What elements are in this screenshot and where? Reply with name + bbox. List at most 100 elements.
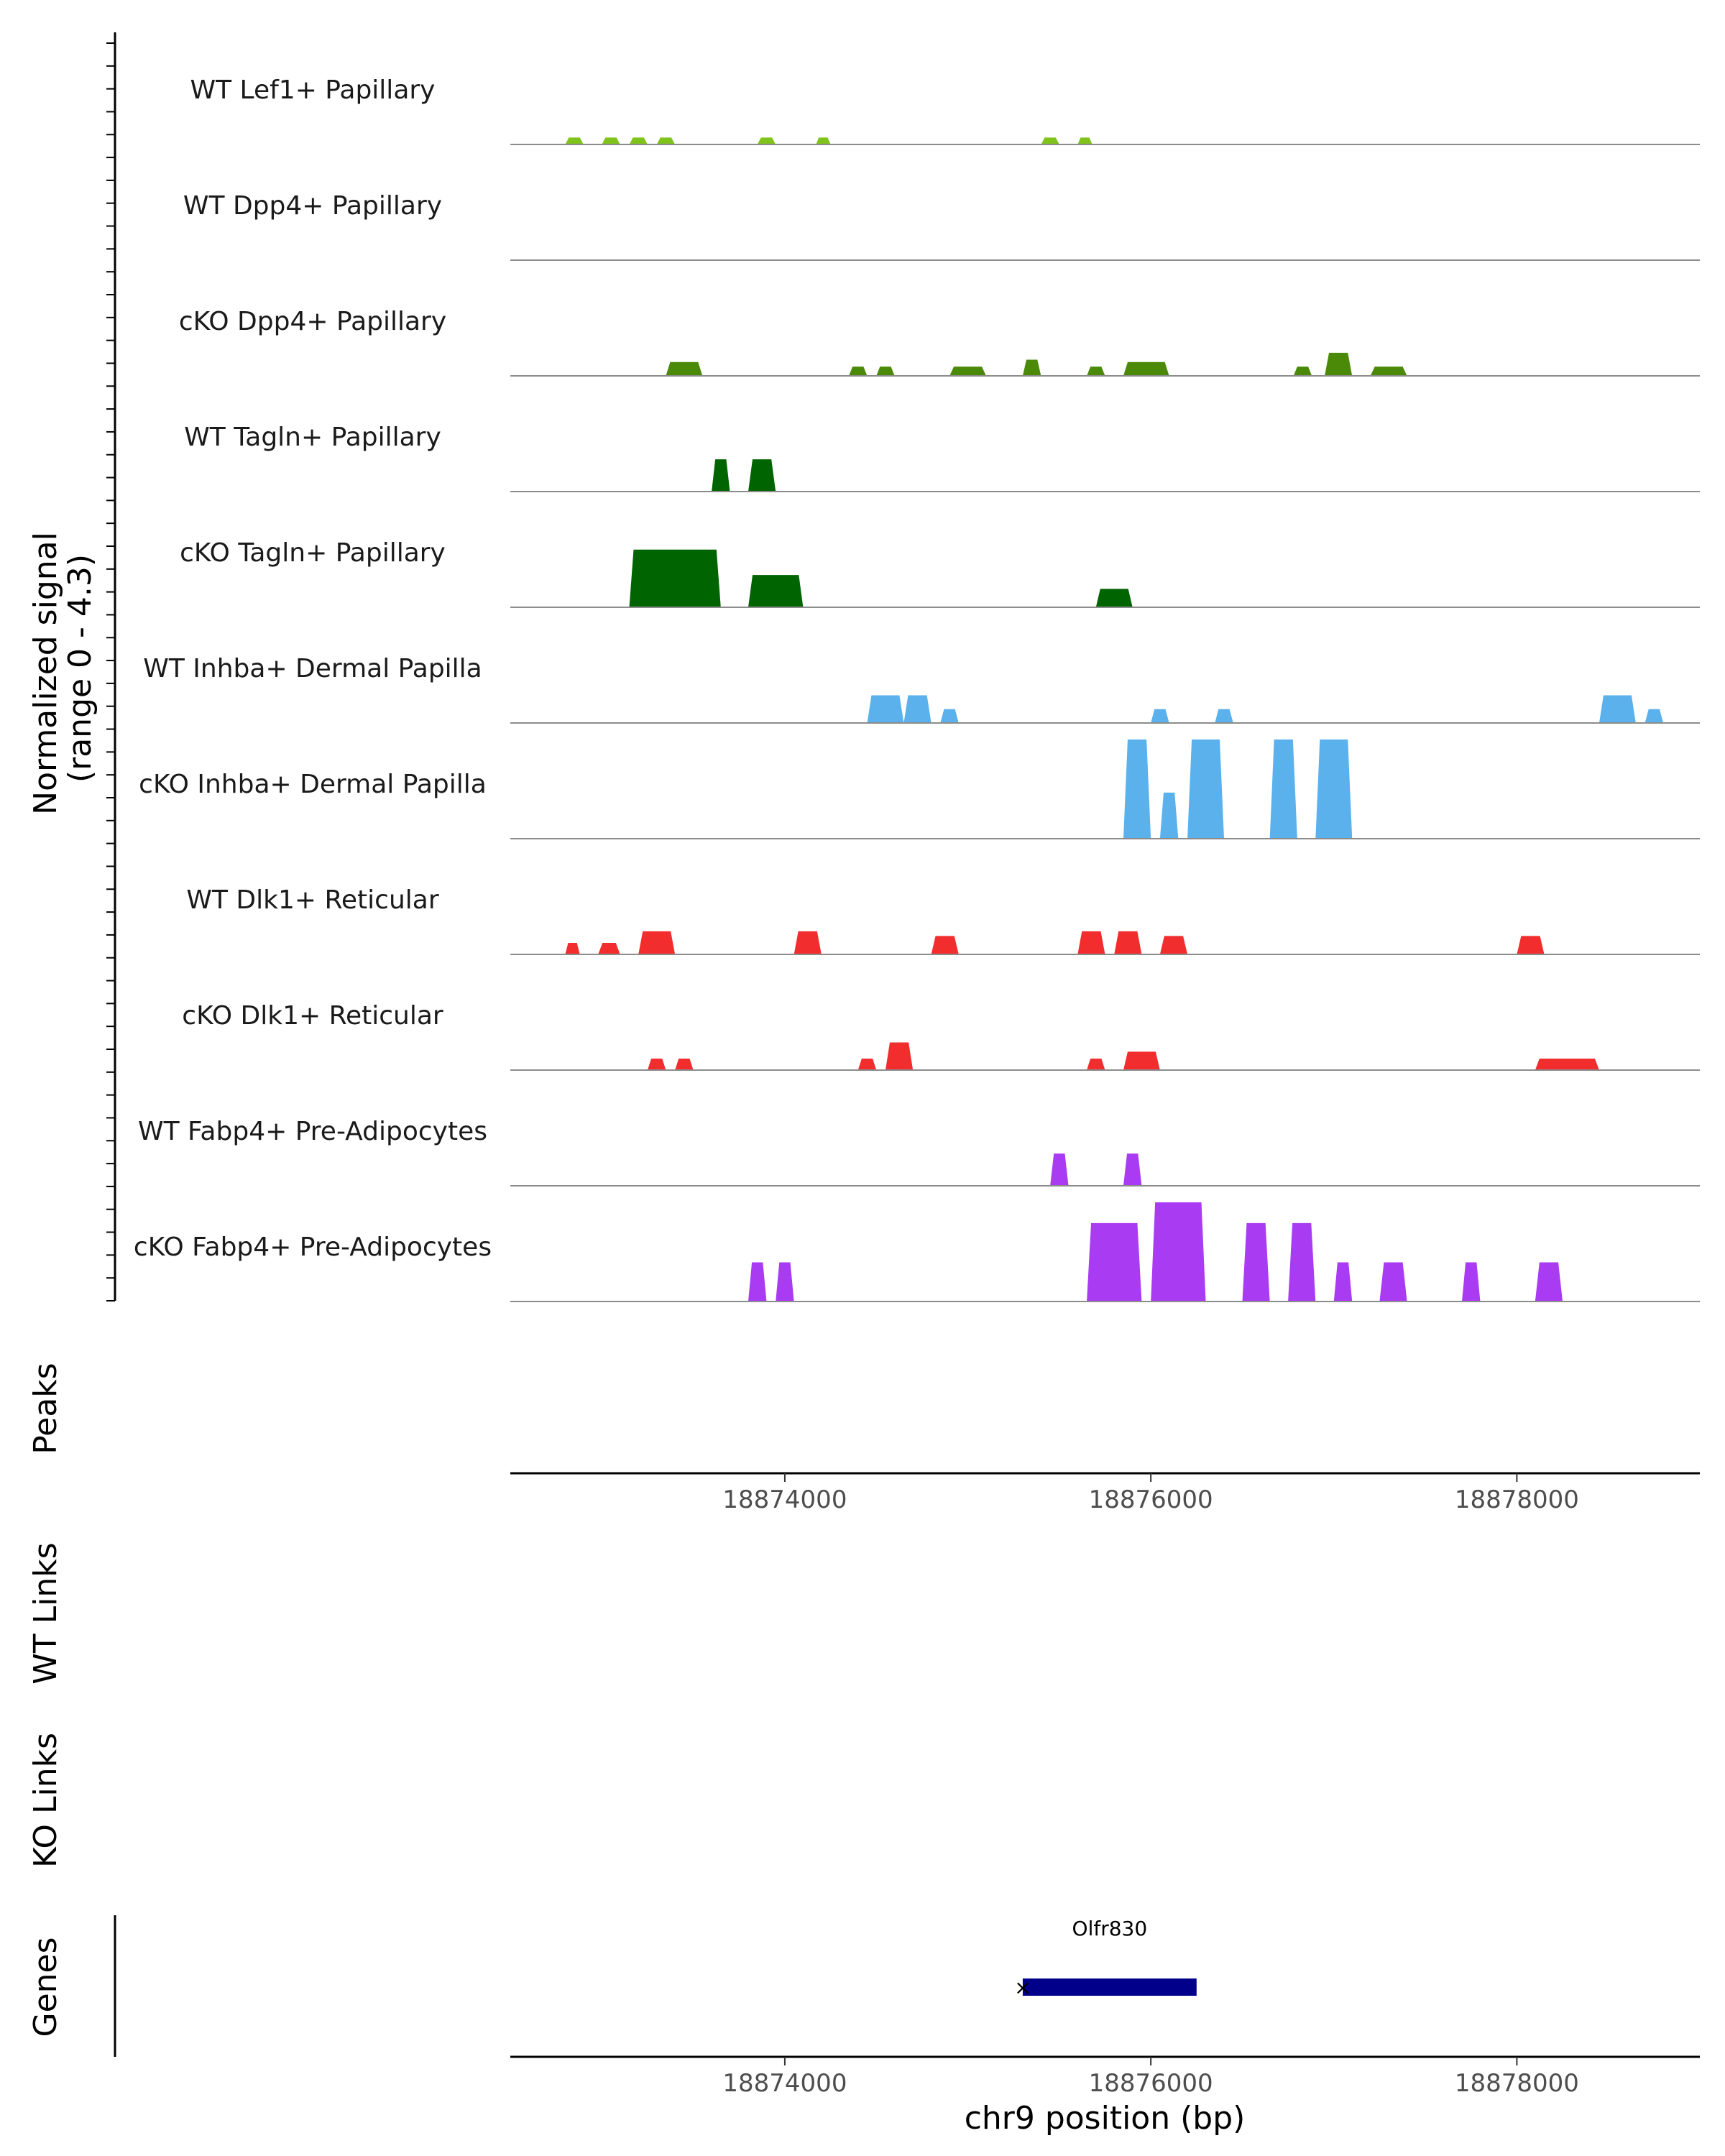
track-label: cKO Dlk1+ Reticular — [182, 1001, 443, 1031]
track-label: cKO Tagln+ Papillary — [180, 538, 446, 568]
coverage-peak — [857, 1058, 877, 1070]
track-label: cKO Inhba+ Dermal Papilla — [139, 770, 487, 799]
x-axis-title: chr9 position (bp) — [965, 2100, 1246, 2137]
coverage-peak — [565, 137, 584, 144]
coverage-peak — [931, 936, 959, 954]
track-1: WT Dpp4+ Papillary — [183, 191, 1700, 261]
coverage-peak — [849, 367, 868, 376]
coverage-peak — [602, 137, 620, 144]
x-tick-label: 18876000 — [1089, 1485, 1213, 1514]
track-label: WT Lef1+ Papillary — [190, 75, 436, 105]
track-label: WT Fabp4+ Pre-Adipocytes — [138, 1117, 487, 1146]
coverage-peak — [675, 1058, 694, 1070]
track-label: WT Tagln+ Papillary — [184, 423, 441, 452]
gene-label-olfr830: Olfr830 — [1072, 1917, 1148, 1940]
coverage-peak — [1151, 1202, 1206, 1302]
coverage-peak — [1644, 709, 1664, 723]
coverage-peak — [1159, 936, 1188, 954]
coverage-peak — [757, 137, 776, 144]
signal-axis-title-line2: (range 0 - 4.3) — [62, 554, 98, 783]
coverage-peak — [1095, 589, 1133, 607]
coverage-peak — [647, 1058, 666, 1070]
coverage-peak — [565, 942, 580, 954]
peaks-x-axis-ticks: 18874000 18876000 18878000 — [722, 1473, 1579, 1514]
coverage-peak — [903, 695, 932, 723]
track-label: cKO Dpp4+ Papillary — [179, 307, 446, 336]
coverage-peak — [776, 1262, 794, 1302]
coverage-peak — [1535, 1262, 1563, 1302]
coverage-peak — [1041, 137, 1059, 144]
signal-axis-ticks — [106, 42, 115, 1302]
coverage-peak — [629, 137, 648, 144]
track-7: WT Dlk1+ Reticular — [186, 885, 1700, 955]
coverage-peak — [1333, 1262, 1353, 1302]
coverage-peak — [1215, 709, 1233, 723]
genes-x-axis-ticks: 18874000 18876000 18878000 — [722, 2057, 1579, 2098]
coverage-peak — [885, 1042, 914, 1070]
ko-links-panel-label: KO Links — [27, 1733, 64, 1868]
coverage-peak — [1022, 359, 1041, 376]
coverage-peak — [940, 709, 959, 723]
coverage-peak — [1325, 352, 1353, 376]
x-tick-label: 18874000 — [722, 2069, 847, 2098]
coverage-peak — [1123, 361, 1169, 376]
coverage-peak — [816, 137, 831, 144]
coverage-peak — [629, 549, 721, 607]
gene-body-olfr830 — [1022, 1978, 1197, 1996]
track-2: cKO Dpp4+ Papillary — [179, 307, 1700, 377]
gene-track: × Olfr830 — [1014, 1917, 1197, 1999]
coverage-peak — [876, 367, 895, 376]
track-10: cKO Fabp4+ Pre-Adipocytes — [134, 1202, 1700, 1302]
track-label: WT Dlk1+ Reticular — [186, 885, 438, 915]
track-9: WT Fabp4+ Pre-Adipocytes — [138, 1117, 1700, 1187]
track-5: WT Inhba+ Dermal Papilla — [143, 654, 1700, 724]
peaks-panel-label: Peaks — [27, 1363, 64, 1454]
coverage-peak — [1077, 931, 1105, 954]
x-tick-label: 18878000 — [1455, 1485, 1579, 1514]
coverage-peak — [1077, 137, 1092, 144]
coverage-peak — [1535, 1058, 1599, 1070]
coverage-peak — [867, 695, 904, 723]
coverage-peak — [1462, 1262, 1481, 1302]
coverage-peak — [748, 575, 804, 607]
track-label: WT Inhba+ Dermal Papilla — [143, 654, 482, 683]
x-tick-label: 18878000 — [1455, 2069, 1579, 2098]
wt-links-panel-label: WT Links — [27, 1542, 64, 1684]
track-3: WT Tagln+ Papillary — [184, 423, 1700, 492]
coverage-peak — [656, 137, 676, 144]
coverage-peak — [1123, 1153, 1142, 1186]
coverage-peak — [712, 459, 730, 492]
coverage-peak — [638, 931, 676, 954]
coverage-peak — [949, 367, 986, 376]
track-8: cKO Dlk1+ Reticular — [182, 1001, 1700, 1071]
x-tick-label: 18874000 — [722, 1485, 847, 1514]
track-4: cKO Tagln+ Papillary — [180, 538, 1700, 608]
coverage-peak — [1379, 1262, 1407, 1302]
coverage-peak — [666, 361, 703, 376]
signal-axis-title-line1: Normalized signal — [27, 532, 64, 815]
coverage-peak — [1087, 1058, 1105, 1070]
coverage-peak — [1187, 740, 1224, 839]
track-label: cKO Fabp4+ Pre-Adipocytes — [134, 1233, 492, 1262]
coverage-peak — [1598, 695, 1636, 723]
coverage-peak — [748, 1262, 767, 1302]
coverage-peak — [1114, 931, 1142, 954]
coverage-peak — [1159, 792, 1179, 839]
coverage-peak — [1293, 367, 1312, 376]
coverage-peak — [748, 459, 776, 492]
coverage-peak — [1087, 367, 1105, 376]
coverage-peak — [1242, 1222, 1270, 1302]
gene-strand-arrow-icon: × — [1014, 1976, 1031, 1999]
coverage-peak — [1315, 740, 1353, 839]
coverage-peak — [794, 931, 822, 954]
coverage-peak — [1087, 1222, 1142, 1302]
signal-axis-title: Normalized signal (range 0 - 4.3) — [27, 522, 98, 815]
coverage-peak — [1517, 936, 1545, 954]
coverage-tracks: WT Lef1+ Papillary WT Dpp4+ Papillary cKO … — [134, 75, 1700, 1302]
coverage-peak — [1123, 740, 1151, 839]
coverage-peak — [1123, 1051, 1160, 1070]
track-0: WT Lef1+ Papillary — [190, 75, 1700, 145]
coverage-peak — [598, 942, 620, 954]
coverage-peak — [1151, 709, 1169, 723]
